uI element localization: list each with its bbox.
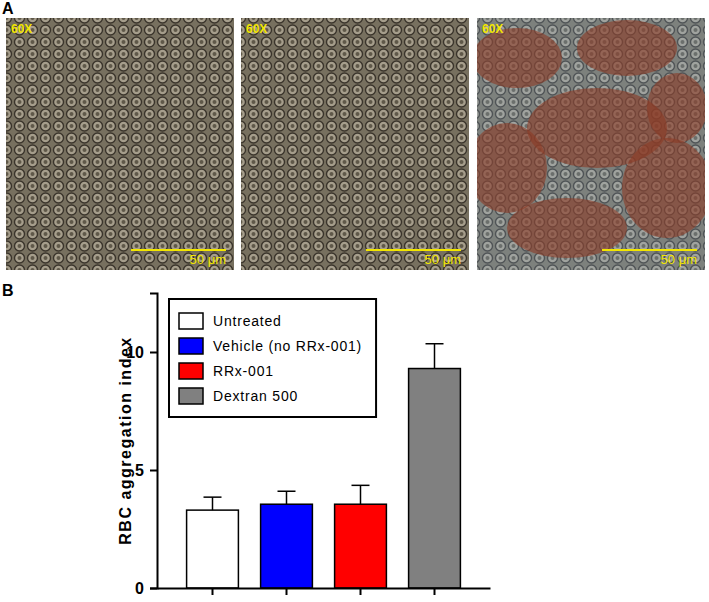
x-tick xyxy=(360,588,361,595)
aggregate xyxy=(647,73,705,143)
bar xyxy=(335,504,387,588)
x-tick xyxy=(212,588,213,595)
y-tick-mark xyxy=(150,470,157,472)
bar xyxy=(187,510,239,588)
error-bar xyxy=(426,344,444,369)
y-tick-label: 0 xyxy=(135,580,144,597)
scale-bar-label: 50 μm xyxy=(190,252,226,267)
panel-label: A xyxy=(2,0,14,17)
scale-bar xyxy=(131,249,226,251)
bar xyxy=(409,369,461,588)
aggregate xyxy=(622,138,705,238)
scale-bar xyxy=(366,249,461,251)
aggregate xyxy=(477,123,547,213)
scale-bar-label: 50 μm xyxy=(661,252,697,267)
micrograph xyxy=(6,18,234,270)
error-bar-stem xyxy=(360,485,362,504)
x-tick-mark xyxy=(286,588,288,595)
x-axis xyxy=(158,588,491,595)
y-tick-mark xyxy=(150,352,157,354)
figure: A60X50 μm60X50 μm60X50 μmB0510RBC aggreg… xyxy=(0,0,709,602)
y-tick: 5 xyxy=(135,462,157,479)
micrograph-cells xyxy=(241,18,469,270)
error-bar-stem xyxy=(286,491,288,504)
legend-label: RRx-001 xyxy=(213,363,274,379)
magnification: 60X xyxy=(482,22,503,36)
error-bar-cap xyxy=(278,490,296,492)
x-tick-mark xyxy=(434,588,436,595)
y-axis-line xyxy=(150,294,158,589)
y-tick-mark xyxy=(150,588,157,590)
error-bar xyxy=(204,497,222,510)
bar xyxy=(261,504,313,588)
legend: Untreated Vehicle (no RRx-001) RRx-001 Dext… xyxy=(169,299,376,417)
x-axis-line xyxy=(158,588,491,590)
error-bar-cap xyxy=(352,485,370,487)
micrograph xyxy=(241,18,469,270)
error-bar-cap xyxy=(204,496,222,498)
y-tick-label: 5 xyxy=(135,462,144,479)
error-bar xyxy=(278,491,296,504)
legend-box xyxy=(169,299,376,417)
aggregate xyxy=(577,20,677,76)
legend-label: Untreated xyxy=(213,313,282,329)
error-bar-stem xyxy=(212,497,214,510)
error-bar xyxy=(352,485,370,504)
aggregate xyxy=(477,28,562,88)
x-tick xyxy=(286,588,287,595)
legend-swatch xyxy=(179,313,203,329)
scale-bar xyxy=(602,249,697,251)
legend-label: Dextran 500 xyxy=(213,388,298,404)
scale-bar-label: 50 μm xyxy=(425,252,461,267)
legend-swatch xyxy=(179,363,203,379)
error-bar-stem xyxy=(434,344,436,369)
micrograph-cells xyxy=(6,18,234,270)
legend-label: Vehicle (no RRx-001) xyxy=(213,338,362,354)
panel-label: B xyxy=(2,282,14,299)
y-tick: 0 xyxy=(135,580,157,597)
legend-swatch xyxy=(179,388,203,404)
x-tick-mark xyxy=(212,588,214,595)
magnification: 60X xyxy=(11,22,32,36)
micrograph xyxy=(477,18,705,270)
x-tick xyxy=(434,588,435,595)
legend-swatch xyxy=(179,338,203,354)
error-bar-cap xyxy=(426,343,444,345)
y-axis-title: RBC aggregation index xyxy=(117,336,134,544)
x-tick-mark xyxy=(360,588,362,595)
magnification: 60X xyxy=(246,22,267,36)
